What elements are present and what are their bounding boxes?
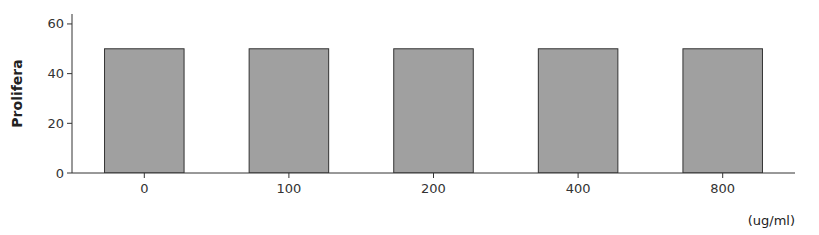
x-tick-label: 400 [566, 181, 591, 196]
y-tick-label: 0 [56, 166, 64, 181]
x-tick [288, 173, 289, 178]
x-tick [722, 173, 723, 178]
chart: 0 20 40 60 0 100 200 400 800 Prolifera (ug/ml) [0, 0, 819, 235]
x-tick-label: 100 [276, 181, 301, 196]
x-axis-label: (ug/ml) [748, 213, 795, 228]
y-tick [67, 73, 72, 74]
bar [683, 49, 763, 173]
x-tick [433, 173, 434, 178]
x-tick [144, 173, 145, 178]
y-tick-label: 60 [47, 16, 64, 31]
bar [105, 49, 185, 173]
x-tick-label: 0 [140, 181, 148, 196]
y-axis [72, 14, 73, 173]
bar [394, 49, 474, 173]
y-tick [67, 173, 72, 174]
y-tick-label: 40 [47, 66, 64, 81]
y-tick [67, 23, 72, 24]
y-axis-label: Prolifera [9, 59, 25, 127]
y-tick [67, 123, 72, 124]
y-tick-label: 20 [47, 116, 64, 131]
bar [249, 49, 329, 173]
x-tick-label: 200 [421, 181, 446, 196]
x-tick [578, 173, 579, 178]
x-tick-label: 800 [710, 181, 735, 196]
bar [538, 49, 618, 173]
bars [105, 49, 763, 173]
